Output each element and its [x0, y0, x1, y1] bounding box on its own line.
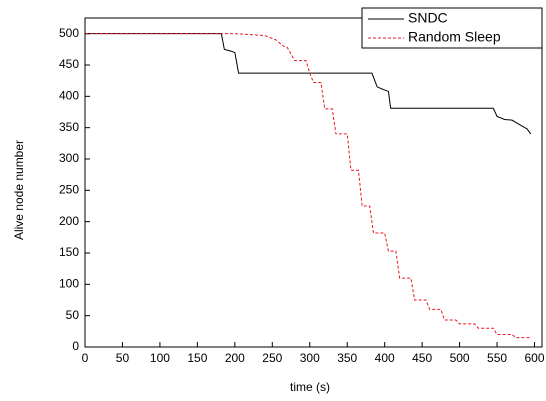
- x-tick-label: 450: [412, 351, 432, 365]
- x-tick-label: 300: [300, 351, 320, 365]
- x-tick-label: 0: [82, 351, 89, 365]
- legend-label: SNDC: [408, 10, 448, 26]
- x-axis-label: time (s): [290, 380, 330, 394]
- plot-frame: [84, 17, 543, 348]
- x-tick-label: 600: [524, 351, 544, 365]
- x-tick-label: 550: [487, 351, 507, 365]
- y-tick-label: 300: [59, 151, 79, 165]
- x-tick-label: 100: [150, 351, 170, 365]
- x-tick-label: 400: [375, 351, 395, 365]
- y-tick-label: 150: [59, 245, 79, 259]
- y-tick-label: 100: [59, 277, 79, 291]
- series-line: [85, 33, 532, 135]
- y-tick-label: 450: [59, 57, 79, 71]
- x-tick-label: 200: [225, 351, 245, 365]
- x-tick-label: 250: [262, 351, 282, 365]
- x-tick-label: 50: [116, 351, 130, 365]
- y-tick-label: 0: [72, 339, 79, 353]
- y-axis-label: Alive node number: [12, 140, 26, 240]
- y-tick-label: 250: [59, 183, 79, 197]
- y-tick-label: 200: [59, 214, 79, 228]
- y-tick-label: 400: [59, 89, 79, 103]
- legend-box: [361, 7, 543, 49]
- y-tick-label: 50: [66, 308, 80, 322]
- x-tick-label: 150: [187, 351, 207, 365]
- x-tick-label: 500: [450, 351, 470, 365]
- y-tick-label: 350: [59, 120, 79, 134]
- series-line: [85, 33, 531, 339]
- legend-label: Random Sleep: [408, 29, 501, 45]
- x-tick-label: 350: [337, 351, 357, 365]
- y-tick-label: 500: [59, 26, 79, 40]
